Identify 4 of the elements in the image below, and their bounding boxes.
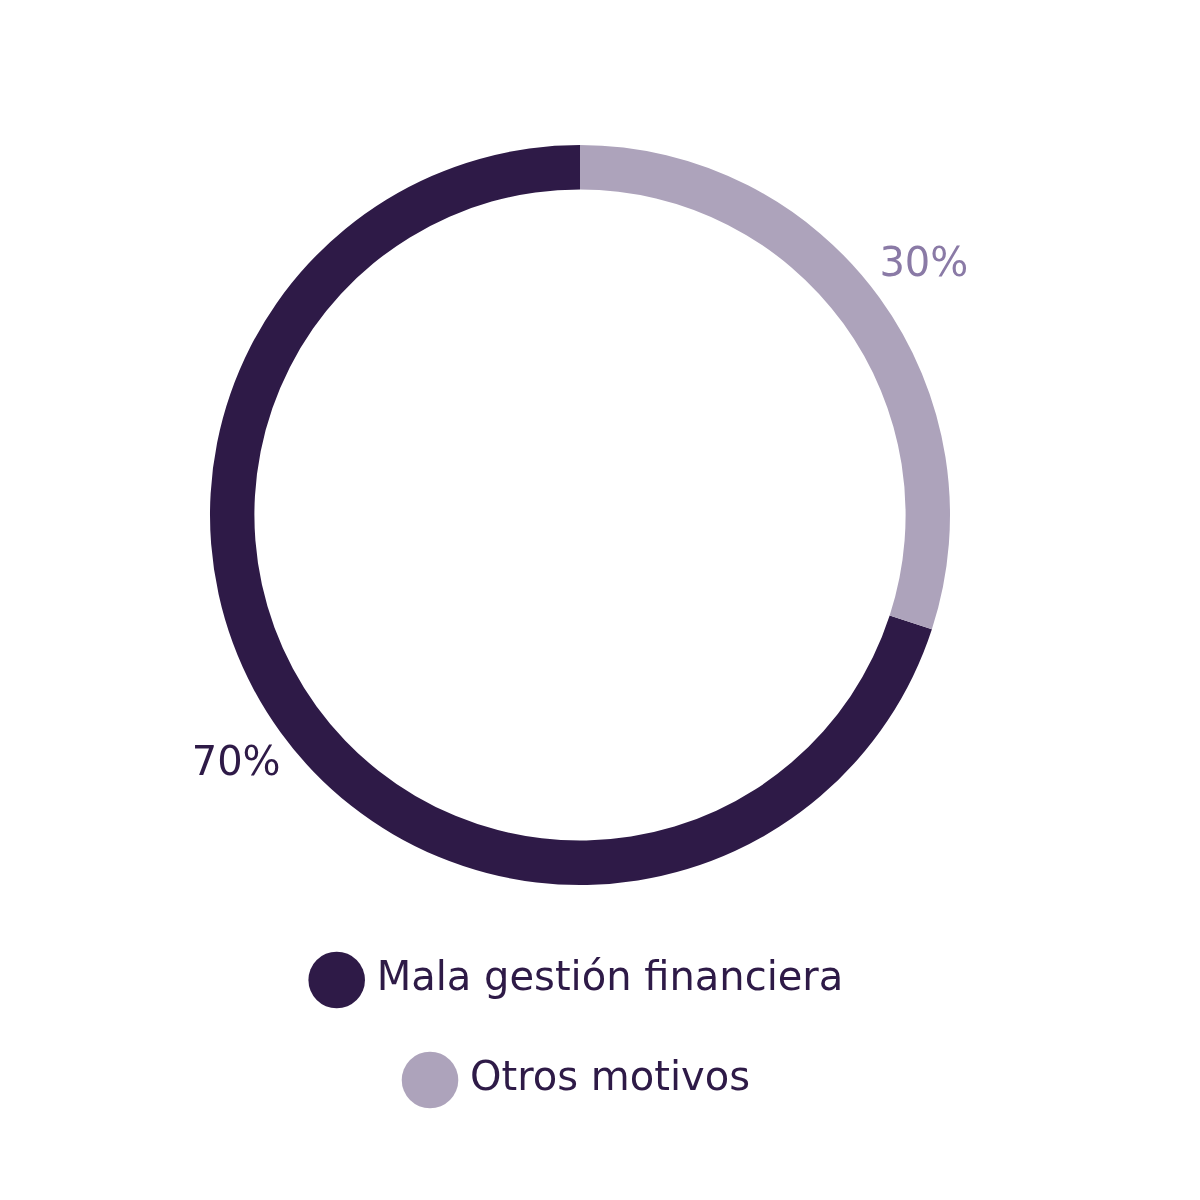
legend-label: Mala gestión financiera	[376, 953, 844, 1000]
legend-label: Otros motivos	[470, 1053, 750, 1100]
data-label: 30%	[879, 238, 969, 285]
data-label: 70%	[191, 738, 281, 785]
